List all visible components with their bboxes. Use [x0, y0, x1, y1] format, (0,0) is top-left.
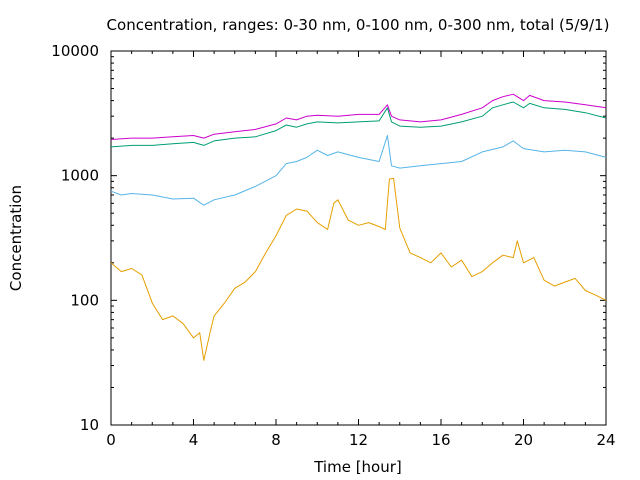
x-tick-label: 12 [349, 431, 368, 449]
series-line-4 [110, 177, 607, 361]
x-tick-label: 24 [596, 431, 615, 449]
series-lines [110, 93, 607, 361]
x-tick-label: 0 [106, 431, 116, 449]
y-tick-label: 100 [70, 291, 99, 309]
chart-title: Concentration, ranges: 0-30 nm, 0-100 nm… [107, 16, 610, 34]
axis-ticks: 0 4 8 12 16 20 24 10 100 1000 10000 [51, 42, 615, 449]
x-tick-label: 4 [189, 431, 199, 449]
series-line-3 [110, 135, 607, 206]
y-axis-title: Concentration [7, 185, 25, 291]
y-tick-label: 1000 [61, 167, 99, 185]
series-line-1 [110, 93, 607, 140]
x-tick-label: 16 [431, 431, 450, 449]
y-tick-label: 10 [80, 416, 99, 434]
x-tick-label: 20 [514, 431, 533, 449]
x-axis-title: Time [hour] [313, 458, 402, 476]
series-line-2 [110, 101, 607, 148]
y-tick-label: 10000 [51, 42, 99, 60]
x-tick-label: 8 [271, 431, 281, 449]
